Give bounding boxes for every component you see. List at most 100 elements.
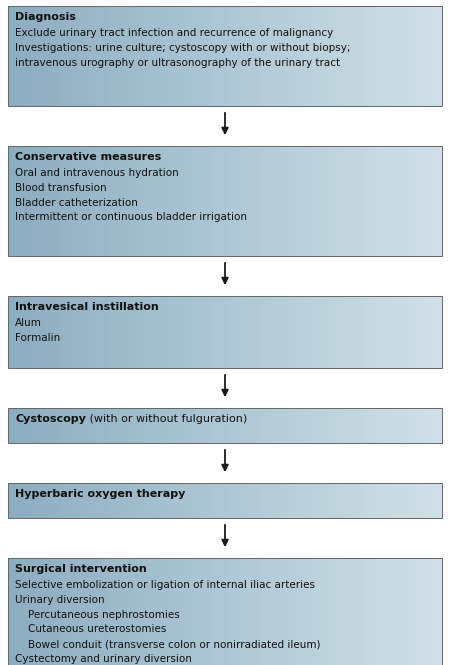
Bar	[317, 408, 323, 443]
Bar	[79, 558, 85, 665]
Bar	[296, 146, 302, 256]
Bar	[301, 558, 307, 665]
Bar	[220, 483, 225, 518]
Bar	[355, 296, 361, 368]
Bar	[339, 296, 345, 368]
Bar	[285, 408, 291, 443]
Bar	[350, 296, 356, 368]
Bar	[431, 483, 437, 518]
Bar	[257, 558, 263, 665]
Bar	[40, 146, 46, 256]
Bar	[198, 146, 204, 256]
Bar	[296, 296, 302, 368]
Bar	[399, 558, 405, 665]
Bar	[399, 408, 405, 443]
Bar	[46, 6, 52, 106]
Bar	[382, 483, 388, 518]
Bar	[90, 296, 95, 368]
Bar	[366, 296, 372, 368]
Bar	[263, 6, 269, 106]
Bar	[8, 6, 442, 106]
Bar	[333, 146, 339, 256]
Bar	[149, 483, 155, 518]
Bar	[8, 146, 14, 256]
Bar	[144, 6, 149, 106]
Bar	[106, 558, 112, 665]
Bar	[111, 558, 117, 665]
Bar	[14, 6, 19, 106]
Bar	[187, 146, 193, 256]
Bar	[51, 146, 57, 256]
Bar	[252, 146, 258, 256]
Bar	[198, 296, 204, 368]
Bar	[268, 558, 274, 665]
Bar	[203, 6, 209, 106]
Bar	[30, 296, 36, 368]
Bar	[122, 558, 128, 665]
Text: Oral and intravenous hydration: Oral and intravenous hydration	[15, 168, 179, 178]
Bar	[263, 146, 269, 256]
Bar	[410, 408, 415, 443]
Bar	[19, 296, 25, 368]
Bar	[366, 146, 372, 256]
Bar	[90, 6, 95, 106]
Bar	[51, 6, 57, 106]
Bar	[404, 483, 410, 518]
Bar	[203, 558, 209, 665]
Bar	[122, 146, 128, 256]
Bar	[106, 483, 112, 518]
Bar	[236, 296, 242, 368]
Bar	[127, 558, 133, 665]
Bar	[117, 296, 122, 368]
Bar	[111, 146, 117, 256]
Bar	[426, 408, 432, 443]
Bar	[62, 296, 68, 368]
Bar	[328, 296, 334, 368]
Bar	[355, 483, 361, 518]
Bar	[339, 408, 345, 443]
Bar	[68, 146, 74, 256]
Bar	[355, 6, 361, 106]
Bar	[268, 146, 274, 256]
Bar	[40, 408, 46, 443]
Bar	[193, 408, 198, 443]
Bar	[127, 483, 133, 518]
Bar	[68, 483, 74, 518]
Text: Cystectomy and urinary diversion: Cystectomy and urinary diversion	[15, 654, 192, 664]
Bar	[404, 296, 410, 368]
Bar	[366, 6, 372, 106]
Bar	[296, 408, 302, 443]
Bar	[24, 483, 30, 518]
Bar	[285, 146, 291, 256]
Bar	[84, 146, 90, 256]
Bar	[339, 6, 345, 106]
Bar	[344, 558, 350, 665]
Bar	[209, 6, 215, 106]
Bar	[339, 146, 345, 256]
Bar	[393, 296, 399, 368]
Bar	[328, 146, 334, 256]
Bar	[165, 296, 171, 368]
Bar	[436, 483, 442, 518]
Bar	[106, 146, 112, 256]
Text: Diagnosis: Diagnosis	[15, 12, 76, 22]
Bar	[285, 483, 291, 518]
Bar	[257, 146, 263, 256]
Bar	[382, 6, 388, 106]
Bar	[393, 408, 399, 443]
Bar	[8, 558, 14, 665]
Bar	[404, 408, 410, 443]
Bar	[209, 483, 215, 518]
Bar	[144, 408, 149, 443]
Bar	[171, 558, 177, 665]
Bar	[344, 6, 350, 106]
Bar	[51, 296, 57, 368]
Bar	[247, 558, 252, 665]
Bar	[220, 558, 225, 665]
Bar	[19, 558, 25, 665]
Bar	[274, 146, 280, 256]
Bar	[415, 146, 421, 256]
Bar	[19, 146, 25, 256]
Bar	[399, 146, 405, 256]
Bar	[90, 558, 95, 665]
